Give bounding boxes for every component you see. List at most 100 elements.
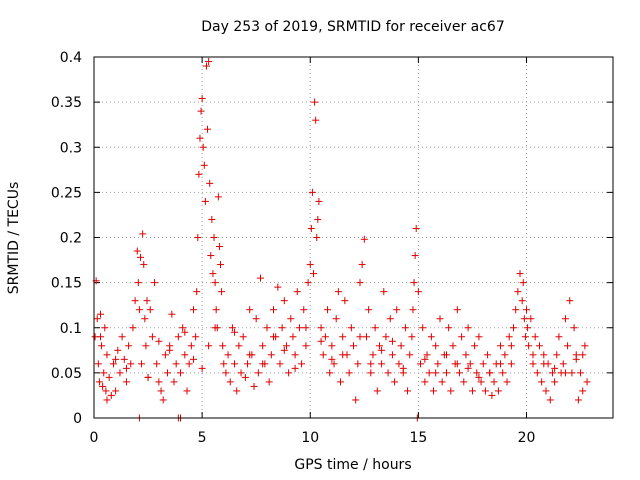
data-point (455, 369, 463, 377)
data-point (250, 382, 258, 390)
data-point (244, 360, 252, 368)
data-point (490, 378, 498, 386)
data-point (375, 342, 383, 350)
data-point (208, 215, 216, 223)
data-point (153, 360, 161, 368)
data-point (185, 360, 193, 368)
data-point (503, 378, 511, 386)
data-point (414, 288, 422, 296)
data-point (514, 288, 522, 296)
data-point (388, 351, 396, 359)
data-point (269, 333, 277, 341)
y-tick-label: 0.4 (60, 50, 82, 66)
data-point (384, 369, 392, 377)
data-point (103, 351, 111, 359)
data-point (319, 351, 327, 359)
data-point (417, 360, 425, 368)
data-point (259, 342, 267, 350)
data-point (529, 351, 537, 359)
data-point (572, 355, 580, 363)
data-point (479, 360, 487, 368)
x-tick-label: 5 (198, 430, 207, 446)
data-point (295, 324, 303, 332)
data-point (458, 333, 466, 341)
data-point (518, 297, 526, 305)
data-point (408, 333, 416, 341)
data-point (231, 360, 239, 368)
data-point (533, 369, 541, 377)
data-point (339, 333, 347, 341)
data-point (109, 360, 117, 368)
data-point (314, 215, 322, 223)
data-point (103, 396, 111, 404)
data-point (380, 288, 388, 296)
y-tick-label: 0.2 (60, 231, 82, 247)
data-point (198, 95, 206, 103)
data-point (354, 360, 362, 368)
data-point (129, 324, 137, 332)
data-point (315, 197, 323, 205)
data-point (215, 243, 223, 251)
data-point (421, 355, 429, 363)
data-point (365, 306, 373, 314)
y-tick-label: 0 (73, 411, 82, 427)
data-point (197, 107, 205, 115)
data-point (553, 351, 561, 359)
data-point (102, 387, 110, 395)
data-point (421, 378, 429, 386)
data-point (356, 279, 364, 287)
data-point (404, 387, 412, 395)
data-point (302, 324, 310, 332)
data-point (202, 62, 210, 70)
data-point (412, 224, 420, 232)
data-point (131, 297, 139, 305)
data-point (525, 342, 533, 350)
data-point (317, 337, 325, 345)
data-point (189, 355, 197, 363)
data-point (341, 297, 349, 305)
x-tick-label: 20 (518, 430, 536, 446)
data-point (369, 351, 377, 359)
data-point (276, 360, 284, 368)
data-point (226, 378, 234, 386)
data-point (362, 333, 370, 341)
data-point (217, 261, 225, 269)
data-point (505, 333, 513, 341)
data-point (267, 351, 275, 359)
data-point (352, 396, 360, 404)
data-point (99, 382, 107, 390)
data-point (579, 351, 587, 359)
data-point (204, 125, 212, 133)
data-point (138, 360, 146, 368)
data-point (181, 351, 189, 359)
data-point (546, 396, 554, 404)
data-point (164, 369, 172, 377)
data-point (224, 351, 232, 359)
data-point (201, 197, 209, 205)
data-point (356, 333, 364, 341)
data-point (263, 324, 271, 332)
data-point (140, 261, 148, 269)
data-point (531, 333, 539, 341)
data-point (581, 342, 589, 350)
data-point (481, 387, 489, 395)
data-point (280, 297, 288, 305)
data-point (212, 306, 220, 314)
data-point (317, 324, 325, 332)
data-point (326, 369, 334, 377)
data-point (432, 369, 440, 377)
data-point (112, 387, 120, 395)
data-point (144, 373, 152, 381)
data-point (555, 333, 563, 341)
data-point (568, 369, 576, 377)
data-point (282, 342, 290, 350)
data-point (298, 360, 306, 368)
data-point (189, 306, 197, 314)
data-point (324, 306, 332, 314)
data-point (473, 369, 481, 377)
data-point (464, 324, 472, 332)
data-point (501, 351, 509, 359)
data-point (497, 360, 505, 368)
data-point (321, 333, 329, 341)
